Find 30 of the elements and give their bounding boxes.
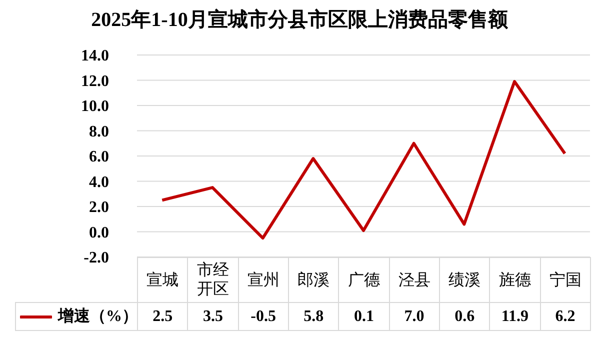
y-tick-label: 6.0: [89, 148, 109, 166]
data-label: 7.0: [389, 302, 440, 330]
x-tick-label: 广德: [346, 270, 381, 290]
y-tick-label: -2.0: [84, 250, 109, 267]
x-tick-label: 绩溪: [448, 270, 482, 290]
x-tick-label: 宣州: [246, 270, 280, 290]
x-tick-label: 泾县: [397, 270, 432, 290]
x-tick-label: 郎溪: [296, 270, 331, 290]
x-tick-label: 市经开区: [196, 261, 230, 299]
y-tick-label: 14.0: [81, 48, 109, 65]
legend-label: 增速（%）: [16, 302, 138, 330]
data-label: 3.5: [188, 302, 238, 330]
chart-title: 2025年1-10月宣城市分县市区限上消费品零售额: [90, 8, 509, 33]
data-label: 5.8: [288, 302, 339, 330]
data-label: 0.6: [439, 302, 490, 330]
data-label: 2.5: [138, 302, 188, 330]
data-label: 0.1: [338, 302, 390, 330]
x-tick-label: 宁国: [548, 270, 582, 290]
y-tick-label: 2.0: [89, 199, 109, 216]
data-label: 6.2: [540, 302, 590, 330]
y-tick-label: 8.0: [89, 123, 109, 140]
y-tick-label: 0.0: [89, 224, 109, 242]
data-label: -0.5: [238, 302, 288, 330]
y-tick-label: 12.0: [81, 72, 109, 90]
line-series: [160, 80, 566, 240]
y-tick-label: 4.0: [89, 174, 109, 191]
data-label: 11.9: [490, 302, 540, 330]
y-tick-label: 10.0: [81, 98, 109, 116]
x-tick-label: 旌德: [498, 270, 532, 290]
x-tick-label: 宣城: [146, 270, 180, 290]
